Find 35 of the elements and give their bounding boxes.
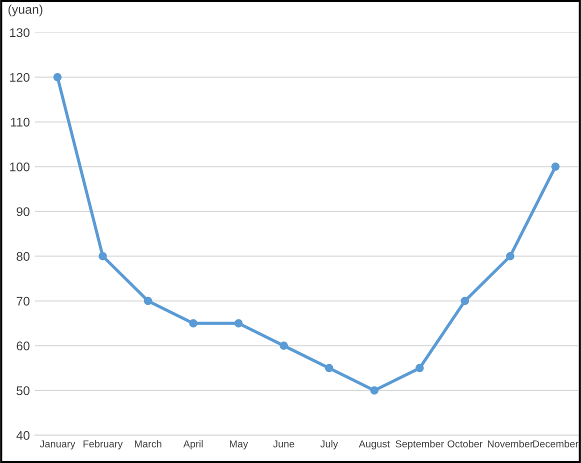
y-tick-label: 80 bbox=[16, 252, 30, 261]
y-tick-label: 60 bbox=[16, 342, 30, 350]
x-tick-label: December bbox=[533, 440, 578, 448]
point bbox=[460, 296, 470, 306]
y-tick-label: 110 bbox=[11, 118, 30, 127]
y-axis-title: (yuan) bbox=[8, 4, 42, 16]
y-tick-label: 90 bbox=[16, 207, 30, 216]
x-tick-label: September bbox=[396, 440, 444, 450]
point bbox=[144, 296, 152, 306]
point bbox=[98, 252, 107, 260]
x-tick-label: July bbox=[320, 440, 338, 450]
x-tick-label: May bbox=[230, 440, 248, 450]
x-tick-label: March bbox=[134, 440, 162, 448]
y-tick-label: 40 bbox=[16, 431, 30, 440]
point bbox=[506, 252, 514, 260]
point bbox=[370, 386, 379, 395]
x-tick-label: October bbox=[448, 440, 483, 448]
x-tick-label: February bbox=[84, 440, 123, 450]
point bbox=[324, 364, 334, 372]
point bbox=[280, 342, 288, 350]
y-tick-label: 50 bbox=[16, 386, 30, 396]
point bbox=[415, 364, 424, 372]
y-tick-label: 130 bbox=[10, 28, 30, 38]
x-tick-label: April bbox=[183, 440, 203, 450]
point bbox=[53, 73, 62, 82]
point bbox=[551, 162, 560, 171]
point bbox=[189, 319, 198, 328]
x-tick-label: January bbox=[40, 440, 76, 450]
y-tick-label: 120 bbox=[10, 72, 30, 82]
x-tick-label: June bbox=[273, 440, 294, 448]
y-tick-label: 100 bbox=[10, 162, 30, 172]
point bbox=[234, 319, 243, 328]
x-tick-label: November bbox=[488, 440, 534, 448]
x-tick-label: August bbox=[358, 440, 390, 450]
y-tick-label: 70 bbox=[16, 296, 30, 306]
